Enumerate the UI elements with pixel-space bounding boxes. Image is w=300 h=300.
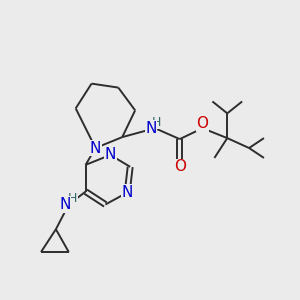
Text: N: N <box>90 140 101 155</box>
Text: H: H <box>68 192 77 205</box>
Text: N: N <box>122 185 133 200</box>
Text: O: O <box>196 116 208 131</box>
Text: N: N <box>59 197 70 212</box>
Text: N: N <box>145 121 157 136</box>
Text: H: H <box>152 116 162 129</box>
Text: O: O <box>174 159 186 174</box>
Text: N: N <box>105 148 116 163</box>
